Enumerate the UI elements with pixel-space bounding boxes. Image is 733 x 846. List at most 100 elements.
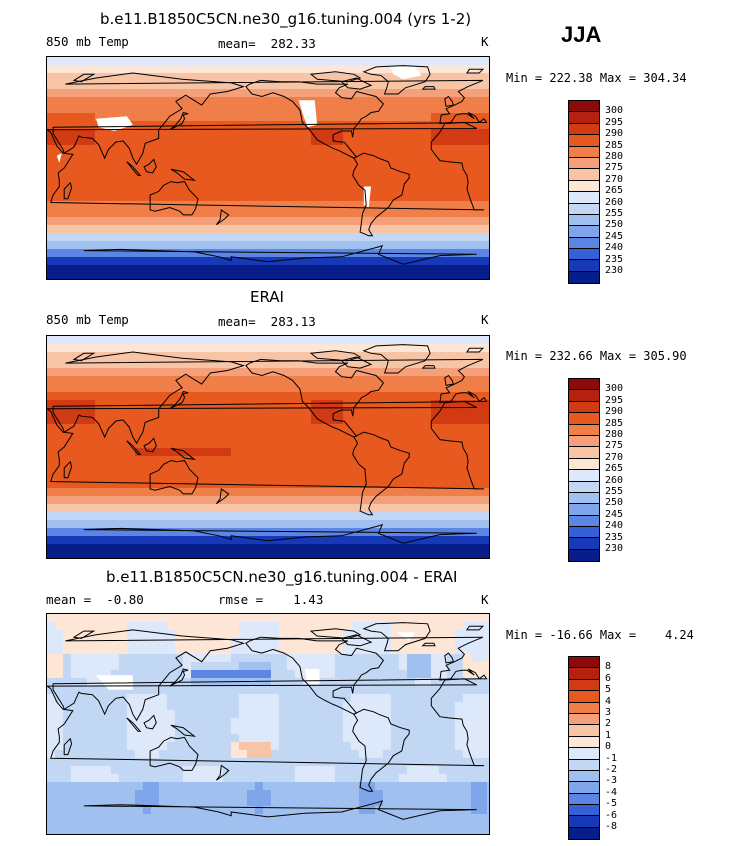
colorbar-swatch [569,203,599,215]
colorbar-swatch [569,169,599,181]
colorbar-swatch [569,424,599,436]
panel-1-mean-label: mean= 282.33 [218,36,316,51]
colorbar-tick-label: 265 [605,185,624,197]
colorbar-swatch [569,527,599,539]
colorbar-swatch [569,101,599,113]
colorbar-tick-label: -3 [605,775,618,787]
colorbar-tick-label: 260 [605,196,624,208]
colorbar-tick-label: 240 [605,520,624,532]
colorbar-swatch [569,435,599,448]
colorbar-tick-label: 275 [605,440,624,452]
colorbar-tick-label: 285 [605,417,624,429]
colorbar-swatch [569,379,599,391]
colorbar-swatch [569,504,599,516]
colorbar-swatch [569,827,599,840]
colorbar-tick-label: 300 [605,383,624,395]
colorbar-tick-label: 245 [605,508,624,520]
colorbar-tick-label: 230 [605,543,624,554]
colorbar-swatch [569,470,599,482]
colorbar-tick-label: 270 [605,451,624,463]
colorbar-tick-label: 6 [605,672,612,684]
colorbar-swatch [569,447,599,459]
panel-3-units: K [481,592,489,607]
colorbar-swatch [569,538,599,550]
panel-2-variable-label: 850 mb Temp [46,312,129,327]
colorbar-swatch [569,782,599,794]
colorbar-swatch [569,492,599,505]
colorbar-tick-label: -5 [605,798,618,810]
colorbar-tick-label: 270 [605,173,624,185]
panel-2-mean-label: mean= 283.13 [218,314,316,329]
panel-1-units: K [481,34,489,49]
colorbar-swatch [569,691,599,703]
panel-3-title: b.e11.B1850C5CN.ne30_g16.tuning.004 - ER… [106,568,458,586]
colorbar-tick-label: 255 [605,208,624,219]
panel-1-min-max: Min = 222.38 Max = 304.34 [506,71,687,85]
colorbar-tick-label: 245 [605,230,624,242]
colorbar-tick-label: 265 [605,463,624,475]
colorbar-tick-label: 280 [605,429,624,440]
colorbar-swatch [569,679,599,692]
colorbar-tick-label: 290 [605,406,624,418]
colorbar-tick-label: 5 [605,684,612,696]
panel-2-map [46,335,490,559]
colorbar-swatch [569,816,599,828]
colorbar-tick-label: 250 [605,219,624,231]
colorbar-tick-label: 280 [605,151,624,162]
colorbar-swatch [569,249,599,261]
colorbar-tick-label: 285 [605,139,624,151]
panel-3-min-max: Min = -16.66 Max = 4.24 [506,628,694,642]
colorbar-swatch [569,805,599,817]
panel-1-title: b.e11.B1850C5CN.ne30_g16.tuning.004 (yrs… [100,10,472,28]
colorbar-swatch [569,702,599,714]
panel-3-map [46,613,490,835]
colorbar-tick-label: 4 [605,695,612,707]
panel-2-colorbar [568,378,600,563]
colorbar-tick-label: 235 [605,531,624,543]
colorbar-tick-label: -6 [605,809,618,821]
panel-2-units: K [481,312,489,327]
panel-3-mean-label: mean = -0.80 [46,592,144,607]
colorbar-swatch [569,180,599,193]
colorbar-swatch [569,237,599,250]
colorbar-swatch [569,214,599,227]
colorbar-swatch [569,226,599,238]
colorbar-tick-label: 295 [605,116,624,128]
colorbar-swatch [569,725,599,737]
colorbar-swatch [569,458,599,471]
colorbar-swatch [569,260,599,272]
colorbar-tick-label: 8 [605,661,612,673]
colorbar-tick-label: 255 [605,486,624,497]
colorbar-tick-label: -2 [605,764,618,775]
colorbar-tick-label: -4 [605,786,618,798]
colorbar-tick-label: 235 [605,253,624,265]
colorbar-tick-label: 290 [605,128,624,140]
colorbar-swatch [569,146,599,158]
colorbar-swatch [569,481,599,493]
panel-1-colorbar [568,100,600,285]
colorbar-swatch [569,271,599,284]
panel-2-min-max: Min = 232.66 Max = 305.90 [506,349,687,363]
colorbar-swatch [569,668,599,680]
colorbar-swatch [569,123,599,136]
colorbar-swatch [569,736,599,749]
panel-2-title: ERAI [250,288,284,306]
colorbar-tick-label: 275 [605,162,624,174]
panel-1-map [46,56,490,280]
colorbar-swatch [569,759,599,771]
colorbar-tick-label: 2 [605,718,612,730]
colorbar-tick-label: -1 [605,752,618,764]
colorbar-tick-label: -8 [605,821,618,832]
colorbar-swatch [569,515,599,528]
colorbar-tick-label: 260 [605,474,624,486]
colorbar-tick-label: 1 [605,729,612,741]
colorbar-tick-label: 230 [605,265,624,276]
colorbar-tick-label: 0 [605,741,612,753]
colorbar-swatch [569,390,599,402]
panel-1-variable-label: 850 mb Temp [46,34,129,49]
colorbar-swatch [569,401,599,414]
colorbar-swatch [569,112,599,124]
colorbar-swatch [569,157,599,170]
colorbar-swatch [569,549,599,562]
colorbar-swatch [569,713,599,726]
